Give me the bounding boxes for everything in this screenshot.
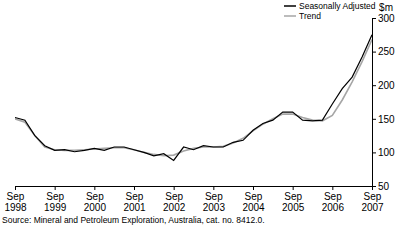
x-tick: Sep2007 <box>361 186 384 213</box>
y-tick-mark <box>372 52 376 53</box>
x-tick-label: Sep2006 <box>322 191 345 213</box>
x-tick-label: Sep2000 <box>84 191 107 213</box>
x-tick-label: Sep2004 <box>242 191 265 213</box>
y-tick: 50 <box>372 181 390 192</box>
x-tick: Sep2002 <box>163 186 186 213</box>
x-tick-label: Sep2005 <box>282 191 305 213</box>
legend-swatch <box>284 15 296 17</box>
y-tick-label: 100 <box>378 147 395 158</box>
x-tick-mark <box>253 186 254 190</box>
x-tick-label: Sep2003 <box>203 191 226 213</box>
chart: 50 100 150 200 250 300$m Sep1998 Sep1999 Sep2000… <box>0 0 397 227</box>
y-tick: 100 <box>372 147 395 158</box>
x-axis-line <box>16 187 373 191</box>
y-tick-label: 200 <box>378 80 395 91</box>
x-tick: Sep2003 <box>203 186 226 213</box>
x-tick-label: Sep2002 <box>163 191 186 213</box>
x-tick-label: Sep2007 <box>361 191 384 213</box>
x-tick: Sep2006 <box>322 186 345 213</box>
x-tick-mark <box>372 186 373 190</box>
x-tick: Sep2001 <box>123 186 146 213</box>
legend-label: Trend <box>299 11 321 21</box>
x-axis: Sep1998 Sep1999 Sep2000 Sep2001 Sep2002 Sep20… <box>4 186 384 213</box>
x-tick-mark <box>174 186 175 190</box>
legend-swatch <box>284 5 296 7</box>
legend: Seasonally AdjustedTrend <box>284 1 376 21</box>
x-tick-mark <box>134 186 135 190</box>
y-tick-mark <box>372 119 376 120</box>
x-tick-mark <box>15 186 16 190</box>
y-tick-label: 50 <box>378 181 390 192</box>
y-tick: 250 <box>372 46 395 57</box>
x-tick-label: Sep2001 <box>123 191 146 213</box>
y-tick-label: 150 <box>378 114 395 125</box>
x-tick: Sep2000 <box>84 186 107 213</box>
x-tick-mark <box>332 186 333 190</box>
y-tick-label: 300 <box>378 13 395 24</box>
y-tick: 150 <box>372 114 395 125</box>
x-tick: Sep1999 <box>44 186 67 213</box>
y-tick-mark <box>372 18 376 19</box>
x-tick-mark <box>293 186 294 190</box>
series-line <box>15 35 372 161</box>
x-tick-label: Sep1998 <box>4 191 27 213</box>
y-tick: 200 <box>372 80 395 91</box>
x-tick-label: Sep1999 <box>44 191 67 213</box>
x-tick: Sep2004 <box>242 186 265 213</box>
y-axis-line <box>373 19 377 187</box>
lines <box>15 35 372 161</box>
x-tick: Sep2005 <box>282 186 305 213</box>
series-line <box>15 40 372 156</box>
x-tick-mark <box>213 186 214 190</box>
y-tick-label: 250 <box>378 46 395 57</box>
y-axis-title: $m <box>379 2 393 13</box>
y-tick-mark <box>372 152 376 153</box>
y-tick-mark <box>372 85 376 86</box>
source-note: Source: Mineral and Petroleum Exploratio… <box>2 215 265 225</box>
legend-label: Seasonally Adjusted <box>299 1 376 11</box>
y-axis: 50 100 150 200 250 300 <box>372 13 395 192</box>
x-tick-mark <box>94 186 95 190</box>
x-tick: Sep1998 <box>4 186 27 213</box>
x-tick-mark <box>55 186 56 190</box>
y-tick: 300 <box>372 13 395 24</box>
